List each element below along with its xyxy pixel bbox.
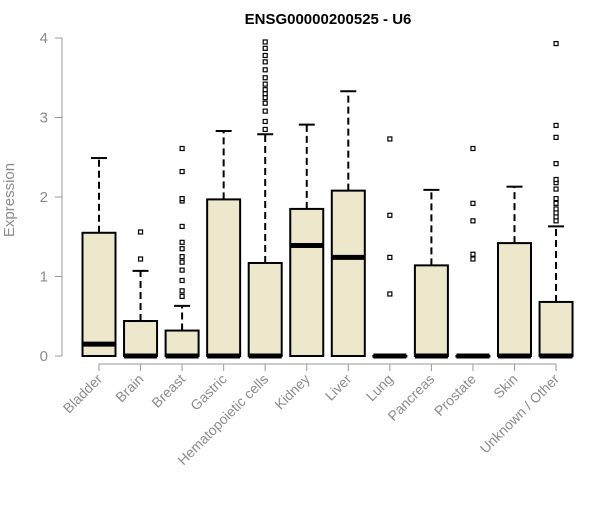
outlier-point (553, 134, 559, 140)
outlier-point (179, 145, 185, 152)
y-tick-label: 1 (40, 269, 48, 286)
outlier-point (553, 122, 559, 129)
outlier-point (262, 100, 268, 106)
x-tick-label: Prostate (431, 371, 479, 419)
x-tick-label: Unknown / Other (477, 371, 563, 457)
outlier-point (553, 161, 559, 167)
outlier-point (262, 39, 268, 45)
y-tick-label: 2 (40, 189, 48, 206)
outlier-point (262, 81, 268, 87)
outlier-point (470, 251, 476, 257)
outlier-point (262, 108, 268, 114)
box-0 (81, 157, 117, 357)
outlier-point (470, 200, 476, 206)
outlier-point (262, 75, 268, 81)
box-10 (497, 185, 532, 359)
outlier-point (387, 291, 393, 297)
chart-title: ENSG00000200525 - U6 (245, 11, 412, 28)
outlier-point (553, 206, 559, 212)
outlier-point (179, 267, 185, 273)
outlier-point (262, 118, 268, 125)
outlier-point (179, 195, 185, 202)
outlier-point (553, 186, 559, 192)
box-rect (164, 329, 200, 357)
outlier-point (179, 293, 185, 299)
outlier-point (387, 254, 393, 261)
box-4 (247, 39, 283, 359)
outlier-point (179, 168, 185, 175)
x-tick-label: Bladder (60, 371, 106, 417)
y-axis: 0 1 2 3 4 (40, 30, 63, 365)
outlier-point (179, 259, 185, 265)
box-7 (372, 136, 408, 359)
y-tick-label: 3 (40, 110, 48, 127)
box-rect (123, 320, 159, 357)
box-rect (81, 231, 117, 357)
outlier-point (470, 218, 476, 224)
outlier-point (137, 229, 144, 235)
outlier-point (553, 40, 559, 47)
outlier-point (179, 277, 185, 284)
x-tick-label: Liver (322, 371, 355, 404)
box-rect (413, 264, 449, 357)
outlier-point (553, 200, 559, 206)
box-rect (289, 207, 325, 357)
box-rect (206, 198, 242, 357)
outlier-point (470, 145, 476, 152)
y-axis-label: Expression (1, 163, 18, 237)
boxes-group (81, 39, 574, 359)
box-2 (164, 145, 200, 359)
outlier-point (137, 256, 144, 262)
box-6 (330, 90, 366, 357)
x-tick-label: Kidney (271, 371, 313, 413)
box-rect (538, 300, 574, 358)
x-tick-label: Skin (490, 371, 521, 402)
outlier-point (553, 195, 559, 202)
box-rect (497, 242, 532, 357)
y-tick-label: 0 (40, 348, 48, 365)
outlier-point (262, 87, 268, 93)
x-tick-label: Brain (112, 371, 146, 405)
outlier-point (179, 288, 185, 294)
outlier-point (179, 246, 185, 252)
x-tick-label: Breast (148, 371, 188, 411)
outlier-point (179, 223, 185, 230)
box-rect (330, 189, 366, 357)
outlier-point (262, 45, 268, 51)
box-8 (413, 188, 449, 359)
outlier-point (262, 52, 268, 59)
box-11 (538, 40, 574, 359)
y-tick-label: 4 (40, 30, 48, 47)
box-5 (289, 123, 325, 357)
outlier-point (387, 136, 393, 142)
outlier-point (262, 67, 268, 73)
x-tick-label: Lung (363, 371, 396, 404)
outlier-point (179, 254, 185, 260)
outlier-point (387, 212, 393, 218)
box-3 (206, 130, 242, 359)
outlier-point (262, 126, 268, 133)
box-9 (455, 145, 491, 359)
outlier-point (470, 256, 476, 262)
outlier-point (262, 59, 268, 65)
outlier-point (553, 176, 559, 183)
box-1 (123, 229, 159, 359)
outlier-point (179, 239, 185, 245)
box-rect (247, 261, 283, 357)
